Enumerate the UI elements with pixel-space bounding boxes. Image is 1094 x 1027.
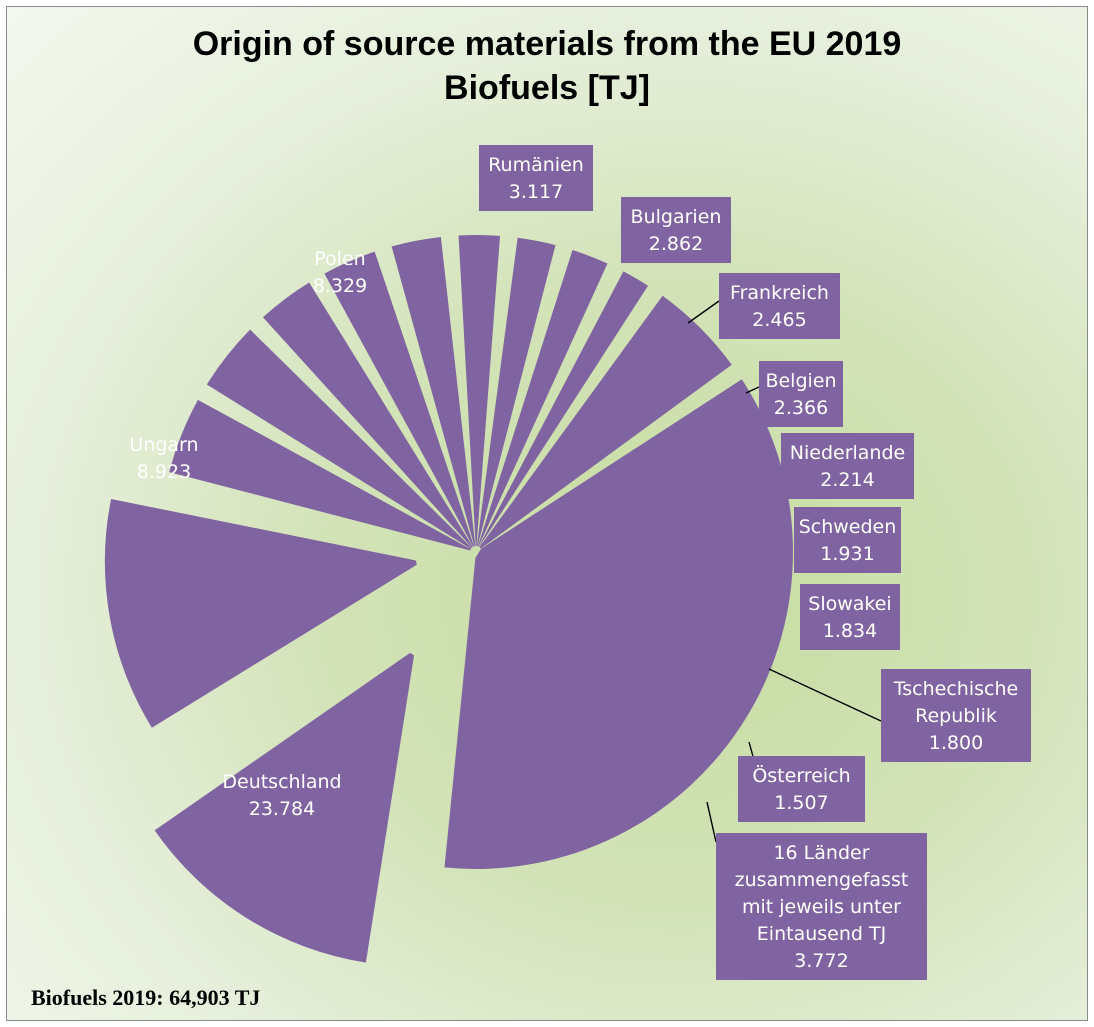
slice-name-label: Österreich	[752, 764, 850, 787]
pie-slice	[458, 235, 501, 547]
pie-slice	[444, 379, 794, 870]
leader-line	[745, 386, 760, 394]
pie-slice	[324, 251, 475, 547]
slice-value-label: 1.507	[774, 792, 828, 814]
chart-subtitle: Biofuels [TJ]	[444, 69, 650, 107]
data-label: 16 Länder zusammengefasst mit jeweils unte…	[716, 833, 927, 980]
pie-slice	[154, 652, 415, 963]
data-label: Belgien 2.366	[759, 361, 843, 427]
data-label-box	[479, 145, 593, 211]
chart-area: Origin of source materials from the EU 2…	[6, 6, 1088, 1021]
slice-name-label: Niederlande	[790, 442, 905, 464]
slice-value-label: 8.329	[313, 275, 367, 297]
slice-value-label: 23.784	[249, 798, 315, 820]
slice-name-label: Bulgarien	[631, 206, 722, 228]
slice-value-label: 2.366	[774, 397, 828, 419]
data-label-box	[881, 669, 1031, 762]
slice-value-label: 3.772	[794, 950, 848, 972]
pie-slice	[104, 498, 417, 728]
data-label: Tschechische Republik 1.800	[881, 669, 1031, 762]
slice-name-label: Deutschland	[222, 771, 341, 793]
data-label: Rumänien 3.117	[479, 145, 593, 211]
pie-slice	[169, 399, 471, 551]
slice-name-label: Ungarn	[129, 434, 198, 456]
pie-slice	[479, 295, 732, 549]
leader-line	[687, 300, 720, 324]
slice-value-label: 2.862	[649, 233, 703, 255]
chart-title: Origin of source materials from the EU 2…	[193, 25, 902, 63]
data-label: Ungarn 8.923	[129, 434, 198, 483]
data-label: Bulgarien 2.862	[621, 197, 731, 263]
slice-name-label: 16 Länder zusammengefasst mit jeweils unte…	[735, 842, 909, 945]
leader-line	[768, 668, 882, 722]
slice-name-label: Tschechische Republik	[893, 678, 1018, 727]
data-label-box	[794, 507, 901, 573]
data-label: Polen 8.329	[313, 248, 367, 297]
data-label: Österreich 1.507	[738, 756, 865, 822]
data-label-box	[719, 273, 840, 339]
pie-chart: Origin of source materials from the EU 2…	[104, 25, 1031, 980]
pie-slice	[262, 282, 473, 548]
slice-name-label: Polen	[314, 248, 365, 270]
pie-slice	[391, 236, 476, 547]
slice-value-label: 3.117	[509, 181, 563, 203]
data-label-box	[800, 584, 900, 650]
slice-name-label: Frankreich	[730, 282, 829, 304]
slice-name-label: Slowakei	[808, 593, 891, 615]
slice-value-label: 2.214	[820, 469, 874, 491]
data-label-box	[716, 833, 927, 980]
data-label: Slowakei 1.834	[800, 584, 900, 650]
pie-slice	[206, 329, 472, 549]
slice-name-label: Schweden	[799, 516, 897, 538]
pie-slice	[477, 250, 608, 547]
slice-value-label: 1.931	[820, 543, 874, 565]
slice-value-label: 2.465	[752, 309, 806, 331]
data-label-box	[738, 756, 865, 822]
pie-slice	[476, 237, 556, 547]
slice-name-label: Belgien	[765, 370, 836, 392]
total-note: Biofuels 2019: 64,903 TJ	[31, 985, 261, 1010]
pie-slice	[478, 271, 649, 547]
leader-line	[706, 801, 717, 843]
slice-value-label: 8.923	[137, 461, 191, 483]
data-label-box	[781, 433, 914, 499]
slice-name-label: Rumänien	[488, 154, 584, 176]
data-label: Niederlande 2.214	[781, 433, 914, 499]
data-label-box	[759, 361, 843, 427]
slice-value-label: 1.800	[929, 732, 983, 754]
data-label: Schweden 1.931	[794, 507, 901, 573]
data-label: Frankreich 2.465	[719, 273, 840, 339]
data-label-box	[621, 197, 731, 263]
slice-value-label: 1.834	[823, 620, 877, 642]
data-label: Deutschland 23.784	[222, 771, 341, 820]
